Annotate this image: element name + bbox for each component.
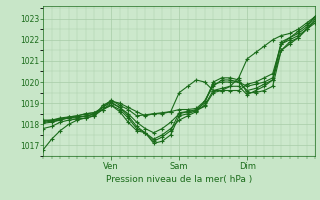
X-axis label: Pression niveau de la mer( hPa ): Pression niveau de la mer( hPa ) <box>106 175 252 184</box>
